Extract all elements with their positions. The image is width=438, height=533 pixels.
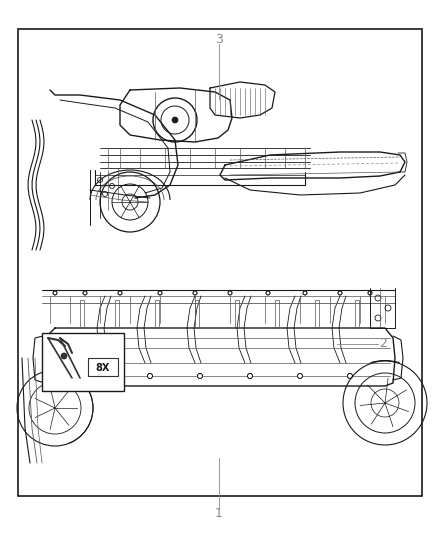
Bar bbox=[42, 333, 124, 391]
Circle shape bbox=[228, 291, 232, 295]
Circle shape bbox=[297, 374, 303, 378]
Bar bbox=[88, 358, 118, 376]
Circle shape bbox=[338, 291, 342, 295]
Circle shape bbox=[347, 374, 353, 378]
Circle shape bbox=[193, 291, 197, 295]
Circle shape bbox=[83, 291, 87, 295]
Circle shape bbox=[247, 374, 252, 378]
Text: 1: 1 bbox=[215, 507, 223, 520]
Circle shape bbox=[172, 117, 178, 123]
Circle shape bbox=[198, 374, 202, 378]
Circle shape bbox=[53, 291, 57, 295]
Circle shape bbox=[303, 291, 307, 295]
Circle shape bbox=[98, 374, 102, 378]
Text: 2: 2 bbox=[379, 337, 387, 350]
Text: 3: 3 bbox=[215, 34, 223, 46]
Circle shape bbox=[61, 353, 67, 359]
Circle shape bbox=[368, 291, 372, 295]
Circle shape bbox=[148, 374, 152, 378]
Circle shape bbox=[158, 291, 162, 295]
Text: 8X: 8X bbox=[96, 363, 110, 373]
Circle shape bbox=[266, 291, 270, 295]
Circle shape bbox=[118, 291, 122, 295]
Bar bbox=[18, 29, 422, 496]
